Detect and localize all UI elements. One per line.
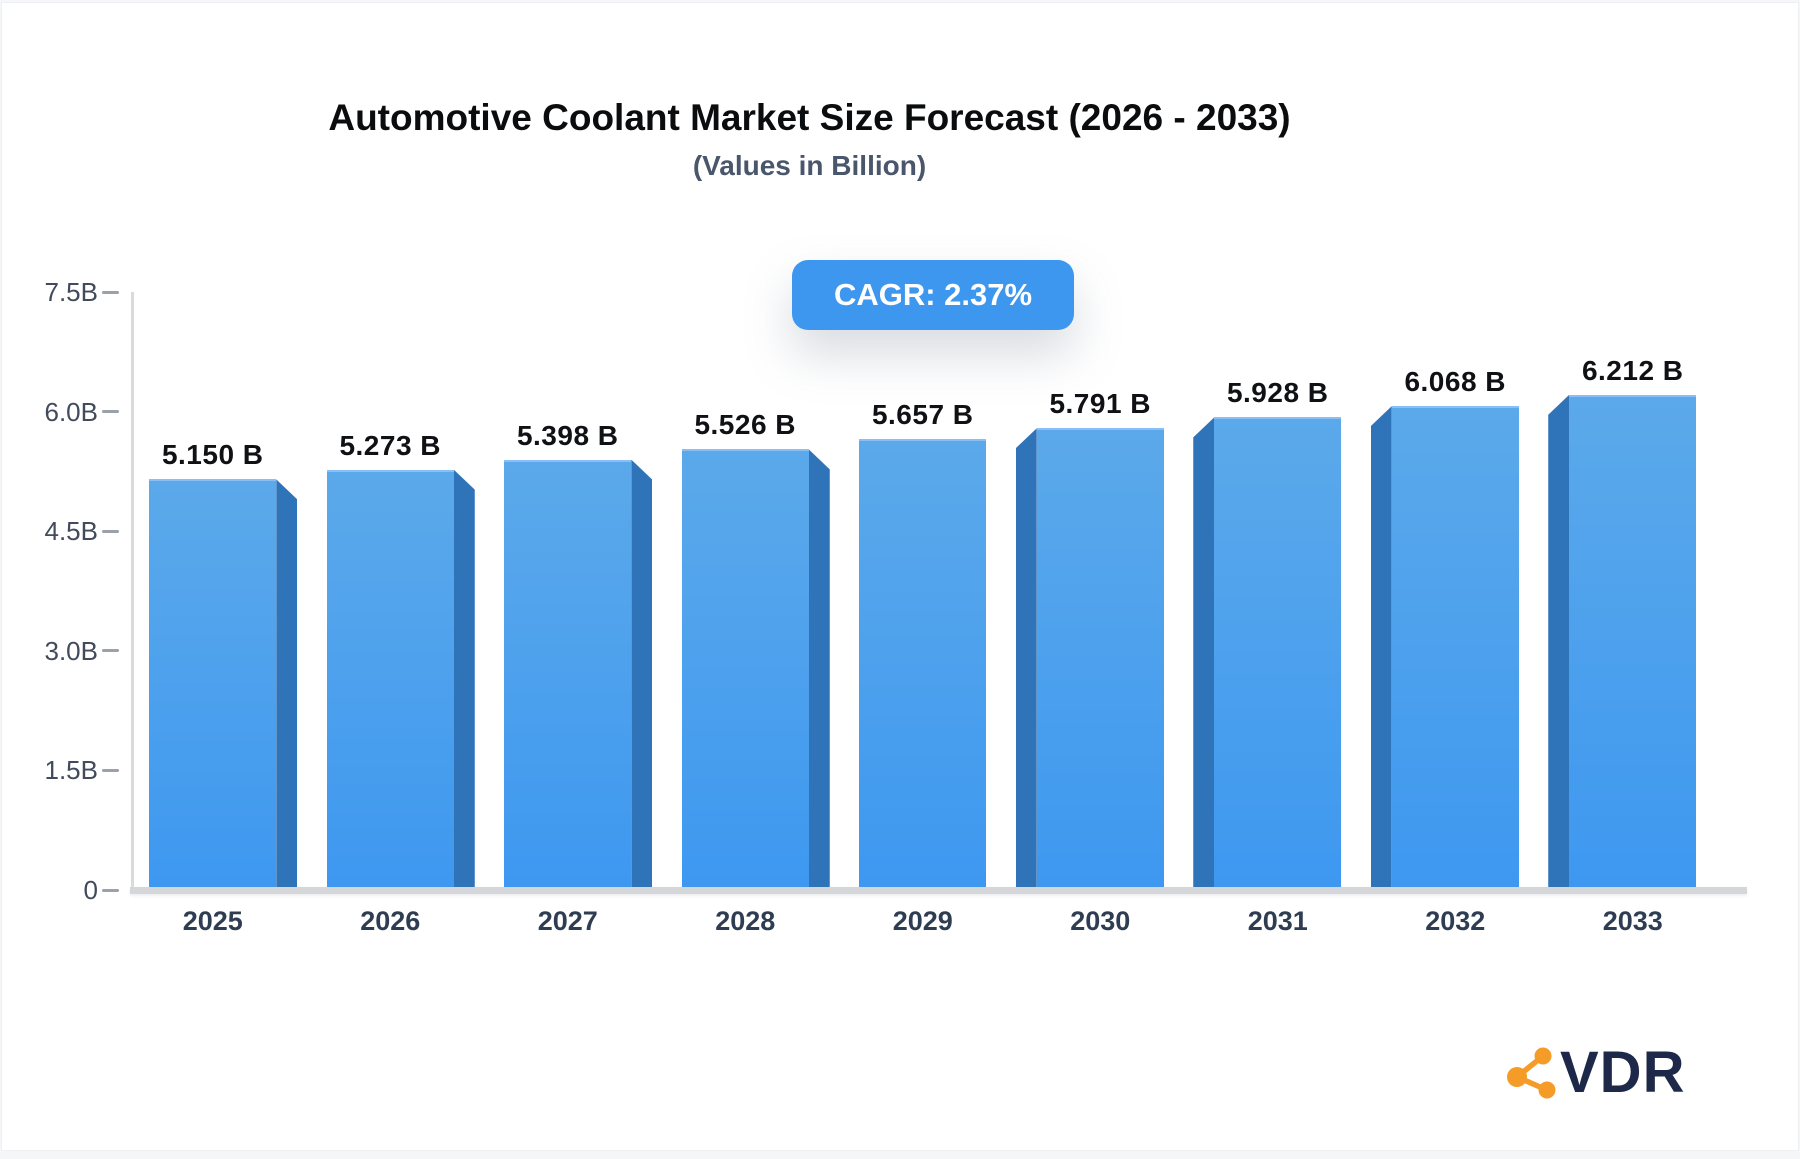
bar-value-label-2026: 5.273 B <box>339 429 442 461</box>
cagr-badge: CAGR: 2.37% <box>792 260 1074 330</box>
x-axis-label-2033: 2033 <box>1602 906 1663 936</box>
bar-value-label-2033: 6.212 B <box>1581 354 1684 386</box>
y-tick-mark <box>102 888 119 892</box>
bar-value-label-2025: 5.150 B <box>161 439 264 471</box>
y-tick-mark <box>102 768 119 772</box>
y-tick-mark <box>102 649 119 653</box>
y-tick-label-3.0B: 3.0B <box>44 635 99 666</box>
y-tick-mark <box>102 290 119 294</box>
bar-side-3d <box>276 479 298 892</box>
bar-2030 <box>1015 428 1164 892</box>
cagr-badge-label: CAGR: 2.37% <box>833 277 1033 312</box>
bar-face <box>326 469 454 892</box>
bar-value-label-2030: 5.791 B <box>1049 388 1152 420</box>
bar-value-label-2027: 5.398 B <box>516 419 619 451</box>
y-tick-label-4.5B: 4.5B <box>44 516 99 547</box>
y-tick-label-1.5B: 1.5B <box>44 755 99 786</box>
x-axis-label-2028: 2028 <box>715 906 776 936</box>
title-row: Automotive Coolant Market Size Forecast … <box>2 97 1617 139</box>
x-axis-label-2029: 2029 <box>892 906 953 936</box>
bar-face <box>504 459 632 892</box>
molecule-share-icon <box>1507 1047 1556 1099</box>
y-tick-label-7.5B: 7.5B <box>44 277 99 307</box>
y-tick-mark <box>102 529 119 533</box>
bar-value-label-2029: 5.657 B <box>871 398 974 430</box>
bar-face <box>1214 417 1342 892</box>
bar-2032 <box>1370 406 1519 892</box>
bar-value-label-2032: 6.068 B <box>1404 366 1507 398</box>
bar-side-3d <box>1548 394 1570 892</box>
chart-subtitle: (Values in Billion) <box>692 150 927 181</box>
bar-2025 <box>149 479 298 892</box>
x-axis-label-2031: 2031 <box>1247 906 1308 936</box>
bar-side-3d <box>453 469 475 892</box>
bar-2027 <box>504 459 653 892</box>
x-axis-label-2026: 2026 <box>360 906 421 936</box>
x-axis-line <box>130 887 1747 894</box>
bar-face <box>681 449 809 892</box>
bar-side-3d <box>1015 428 1037 892</box>
chart-title: Automotive Coolant Market Size Forecast … <box>328 97 1291 138</box>
y-tick-mark <box>102 410 119 414</box>
y-axis-line <box>131 292 134 894</box>
bar-face <box>1391 406 1519 892</box>
y-tick-label-0: 0 <box>83 875 98 905</box>
bar-2031 <box>1193 417 1342 892</box>
bar-value-label-2031: 5.928 B <box>1226 377 1329 409</box>
bar-face <box>1036 428 1164 892</box>
bar-face <box>859 438 987 892</box>
plot-area: 7.5B 6.0B 4.5B 3.0B 1.5B 0 5.150 B 2025 5.273 B 2… <box>2 3 1800 1159</box>
subtitle-row: (Values in Billion) <box>2 150 1617 182</box>
bar-value-label-2028: 5.526 B <box>694 409 797 441</box>
bar-2028 <box>681 449 830 892</box>
bar-2029 <box>859 438 987 892</box>
bar-side-3d <box>1370 406 1392 892</box>
brand-name: VDR <box>1560 1040 1686 1105</box>
x-axis-label-2027: 2027 <box>537 906 598 936</box>
y-tick-label-6.0B: 6.0B <box>44 396 99 427</box>
x-axis-label-2032: 2032 <box>1425 906 1486 936</box>
bar-face <box>1569 394 1697 892</box>
bar-side-3d <box>1193 417 1215 892</box>
x-axis-label-2025: 2025 <box>182 906 243 936</box>
bar-face <box>149 479 277 892</box>
bar-2026 <box>326 469 475 892</box>
x-axis-label-2030: 2030 <box>1070 906 1131 936</box>
bar-side-3d <box>631 459 653 892</box>
brand-logo: VDR <box>1502 1041 1742 1105</box>
bar-side-3d <box>808 449 830 892</box>
bar-2033 <box>1548 394 1697 892</box>
